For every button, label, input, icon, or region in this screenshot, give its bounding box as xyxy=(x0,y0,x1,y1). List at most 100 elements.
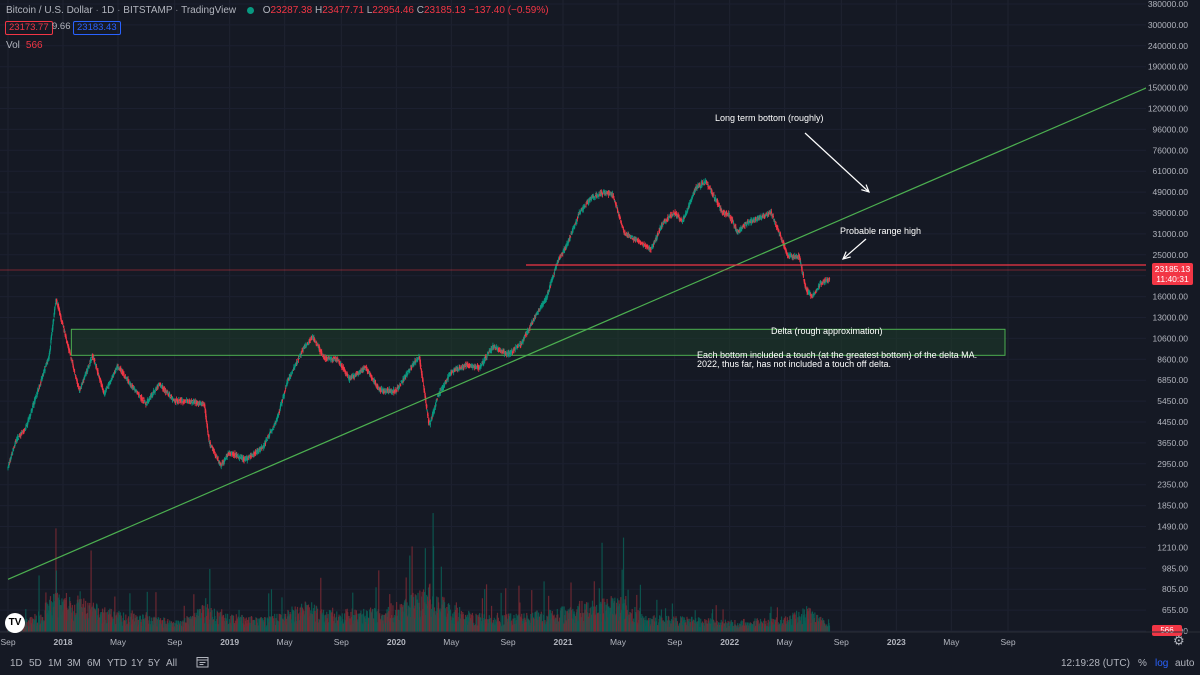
candle-body xyxy=(676,216,678,218)
candle-body xyxy=(458,366,460,370)
volume-bar xyxy=(156,619,158,632)
candle-body xyxy=(35,396,37,398)
candle-body xyxy=(561,254,563,256)
volume-bar xyxy=(792,612,794,632)
candle-body xyxy=(69,349,71,352)
candle-body xyxy=(127,378,129,382)
candle-body xyxy=(302,350,304,352)
candle-body xyxy=(667,218,669,220)
candle-body xyxy=(533,317,536,320)
candle-body xyxy=(250,455,252,457)
candle-body xyxy=(176,400,178,403)
delta-zone-rect xyxy=(70,328,1006,356)
volume-bar xyxy=(490,605,493,632)
candle-body xyxy=(622,225,624,227)
candle-body xyxy=(246,457,248,459)
candle-body xyxy=(316,342,318,344)
candle-body xyxy=(254,451,257,454)
candle-body xyxy=(421,373,423,377)
candle-body xyxy=(124,377,126,379)
volume-bar xyxy=(764,618,766,632)
candle-body xyxy=(598,194,600,197)
candle-body xyxy=(24,430,26,431)
candle-body xyxy=(70,357,72,359)
candle-body xyxy=(278,411,280,415)
volume-bar xyxy=(71,605,73,632)
candle-body xyxy=(480,364,482,367)
candle-body xyxy=(369,373,372,375)
candle-body xyxy=(63,328,65,333)
volume-bar xyxy=(537,612,540,632)
candle-body xyxy=(614,202,616,204)
candle-body xyxy=(296,360,299,363)
candle-body xyxy=(611,193,614,196)
volume-bar xyxy=(548,595,550,632)
candle-body xyxy=(359,370,361,374)
candle-body xyxy=(418,356,420,360)
volume-bar xyxy=(375,611,378,632)
volume-bar xyxy=(395,601,398,632)
candle-body xyxy=(577,216,579,218)
candle-body xyxy=(576,219,578,222)
candle-body xyxy=(548,285,551,291)
candle-body xyxy=(104,392,106,395)
candle-body xyxy=(548,291,550,293)
candle-body xyxy=(434,404,436,408)
candle-body xyxy=(355,374,357,376)
volume-bar xyxy=(562,606,564,632)
candle-body xyxy=(546,297,548,299)
candle-body xyxy=(649,247,651,250)
candle-body xyxy=(511,350,513,352)
volume-bar xyxy=(255,618,258,632)
candle-body xyxy=(711,191,713,194)
candle-body xyxy=(200,402,202,404)
candle-body xyxy=(243,457,245,461)
volume-bar xyxy=(180,620,182,632)
volume-bar xyxy=(148,616,151,632)
candle-body xyxy=(438,392,440,396)
candle-body xyxy=(284,391,286,393)
candle-body xyxy=(485,357,487,360)
candle-body xyxy=(557,260,559,262)
candle-body xyxy=(569,236,572,238)
candle-body xyxy=(205,410,207,417)
volume-bar xyxy=(227,613,229,632)
candle-body xyxy=(636,239,638,241)
candle-body xyxy=(308,340,310,343)
candle-body xyxy=(396,387,398,389)
candle-body xyxy=(473,366,475,367)
candle-body xyxy=(216,457,219,460)
candle-body xyxy=(265,438,267,441)
candle-body xyxy=(394,389,396,392)
candle-body xyxy=(386,390,388,393)
candle-body xyxy=(72,365,74,368)
candle-body xyxy=(539,310,541,312)
candle-body xyxy=(231,454,233,456)
candle-body xyxy=(291,372,294,374)
candle-body xyxy=(286,380,289,383)
candle-body xyxy=(228,452,230,454)
candle-body xyxy=(641,241,643,243)
candle-body xyxy=(449,375,451,377)
volume-bar xyxy=(411,546,413,632)
candle-body xyxy=(125,377,127,379)
candle-body xyxy=(498,348,500,350)
candle-body xyxy=(157,386,159,388)
candle-body xyxy=(641,242,643,244)
candle-body xyxy=(74,374,76,376)
candle-body xyxy=(153,390,155,393)
candle-body xyxy=(479,367,481,369)
candle-body xyxy=(604,192,606,195)
candle-body xyxy=(488,352,490,354)
candle-body xyxy=(99,378,101,381)
candle-body xyxy=(402,379,405,381)
candle-body xyxy=(631,235,633,237)
candle-body xyxy=(220,465,222,467)
volume-bar xyxy=(729,623,731,632)
candle-body xyxy=(307,343,309,345)
candle-body xyxy=(449,372,452,376)
candle-body xyxy=(372,379,374,381)
candle-body xyxy=(265,440,268,442)
candle-body xyxy=(681,221,683,223)
